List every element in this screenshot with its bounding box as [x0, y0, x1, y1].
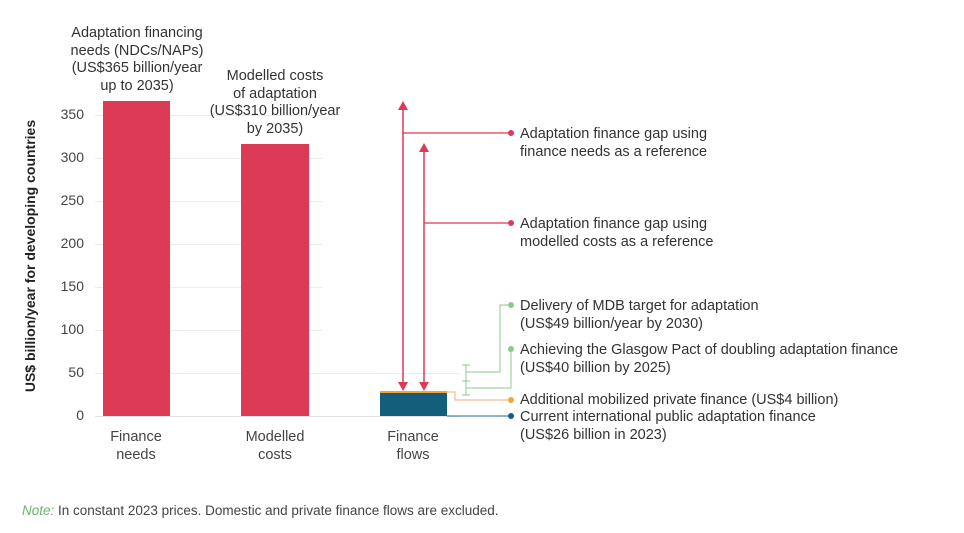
- y-tick-0: 0: [76, 407, 84, 423]
- dot-private: [508, 397, 514, 403]
- gridline-350: [95, 115, 322, 116]
- y-tick-300: 300: [60, 149, 84, 165]
- label-mdb-target: Delivery of MDB target for adaptation (U…: [520, 298, 759, 332]
- label-gap-needs: Adaptation finance gap using finance nee…: [520, 126, 708, 160]
- category-label-finance-needs: Finance needs: [110, 429, 162, 463]
- footnote: Note: In constant 2023 prices. Domestic …: [22, 503, 499, 518]
- y-tick-200: 200: [60, 235, 84, 251]
- gridline-100: [95, 330, 322, 331]
- label-glasgow-pact: Achieving the Glasgow Pact of doubling a…: [520, 342, 899, 376]
- category-label-modelled-costs: Modelled costs: [245, 429, 305, 463]
- dot-public: [508, 413, 514, 419]
- annotation-finance-needs: Adaptation financing needs (NDCs/NAPs) (…: [70, 25, 204, 94]
- gridline-250: [95, 201, 322, 202]
- gap-arrow-needs: [398, 101, 514, 391]
- note-text: In constant 2023 prices. Domestic and pr…: [54, 503, 499, 518]
- category-label-finance-flows: Finance flows: [387, 429, 439, 463]
- baseline: [95, 416, 460, 417]
- target-markers: [462, 304, 512, 396]
- annotation-modelled-costs: Modelled costs of adaptation (US$310 bil…: [209, 68, 341, 137]
- y-tick-50: 50: [68, 364, 84, 380]
- gap-arrow-costs: [419, 143, 514, 391]
- label-public-finance: Current international public adaptation …: [520, 409, 816, 443]
- y-tick-350: 350: [60, 106, 84, 122]
- gridline-300: [95, 158, 322, 159]
- dot-mdb: [508, 302, 514, 308]
- note-label: Note:: [22, 503, 55, 518]
- dot-glasgow: [508, 346, 514, 352]
- gridline-150: [95, 287, 322, 288]
- y-tick-150: 150: [60, 278, 84, 294]
- bar-finance-flows-public: [380, 393, 447, 416]
- y-tick-250: 250: [60, 192, 84, 208]
- bar-finance-flows-private: [380, 391, 447, 393]
- y-tick-100: 100: [60, 321, 84, 337]
- bar-modelled-costs: [241, 144, 309, 416]
- gridline-200: [95, 244, 322, 245]
- label-private-finance: Additional mobilized private finance (US…: [520, 392, 839, 408]
- label-gap-costs: Adaptation finance gap using modelled co…: [520, 216, 714, 250]
- bar-finance-needs: [103, 101, 170, 416]
- dot-icon: [508, 130, 514, 136]
